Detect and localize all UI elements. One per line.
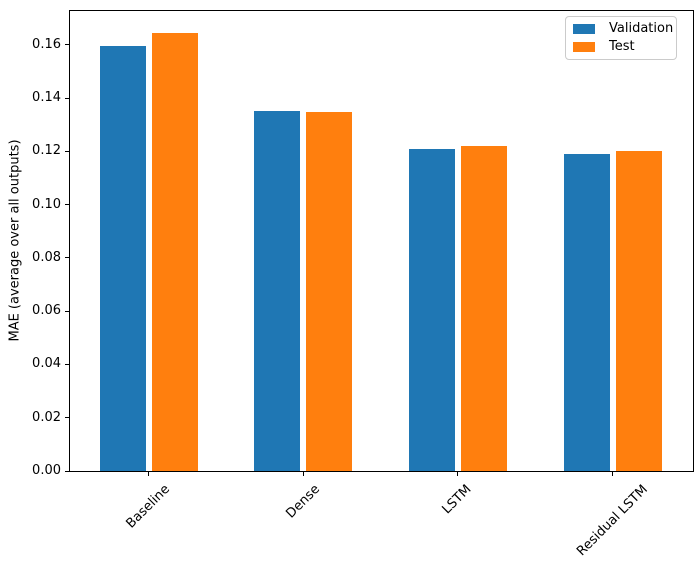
y-tick-mark xyxy=(65,470,69,472)
y-tick-mark xyxy=(65,257,69,259)
x-tick-label-lstm: LSTM xyxy=(439,482,475,518)
plot-area xyxy=(69,10,694,472)
legend-swatch-validation xyxy=(573,24,595,34)
y-tick-mark xyxy=(65,417,69,419)
x-tick-mark xyxy=(302,472,304,476)
x-tick-label-dense: Dense xyxy=(283,481,323,522)
y-tick-mark xyxy=(65,363,69,365)
bar-validation-dense xyxy=(254,110,301,471)
bar-test-baseline xyxy=(151,32,198,471)
y-tick-mark xyxy=(65,150,69,152)
y-tick-label: 0.14 xyxy=(32,90,61,106)
x-tick-label-residual-lstm: Residual LSTM xyxy=(573,482,651,559)
legend: Validation Test xyxy=(565,16,677,60)
y-tick-label: 0.04 xyxy=(32,356,61,372)
x-tick-label-baseline: Baseline xyxy=(123,481,174,532)
bar-test-residual-lstm xyxy=(615,150,662,471)
bar-test-dense xyxy=(306,112,353,471)
bar-validation-baseline xyxy=(99,46,146,471)
y-tick-label: 0.08 xyxy=(32,249,61,265)
y-tick-label: 0.02 xyxy=(32,409,61,425)
x-tick-mark xyxy=(612,472,613,476)
x-tick-mark xyxy=(148,472,149,476)
bar-validation-lstm xyxy=(408,148,455,471)
bar-validation-residual-lstm xyxy=(563,153,610,471)
legend-entry-test: Test xyxy=(573,40,676,54)
y-tick-mark xyxy=(65,204,69,206)
legend-entry-validation: Validation xyxy=(573,22,676,36)
x-tick-mark xyxy=(457,472,459,476)
legend-label-test: Test xyxy=(609,39,635,54)
y-tick-label: 0.16 xyxy=(32,36,61,52)
y-tick-label: 0.06 xyxy=(32,303,61,319)
y-tick-label: 0.10 xyxy=(32,196,61,212)
bar-test-lstm xyxy=(460,145,507,471)
legend-label-validation: Validation xyxy=(609,21,674,36)
y-tick-mark xyxy=(65,97,69,99)
y-tick-label: 0.12 xyxy=(32,143,61,159)
y-axis-label: MAE (average over all outputs) xyxy=(7,138,23,342)
legend-swatch-test xyxy=(573,42,595,52)
y-tick-label: 0.00 xyxy=(32,463,61,478)
y-tick-mark xyxy=(65,310,69,312)
y-tick-mark xyxy=(65,44,69,46)
